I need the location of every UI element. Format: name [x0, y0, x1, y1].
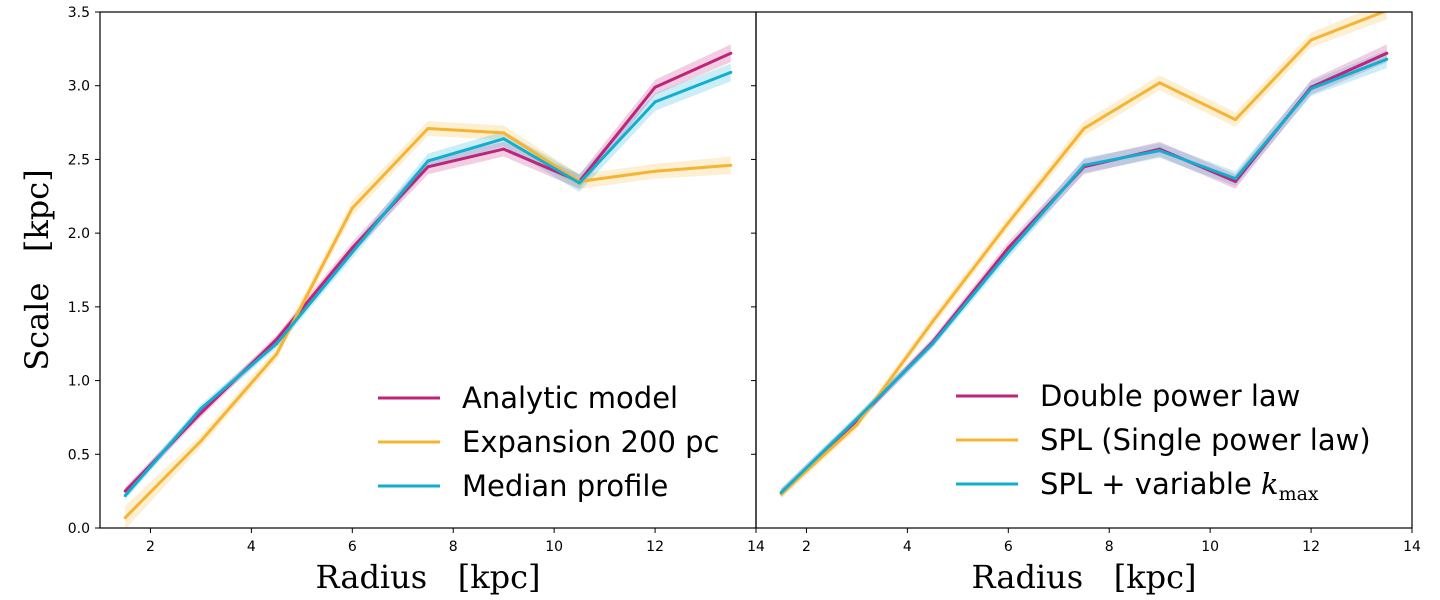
left-panel: 2 4 6 8 10 12 14 0.0 0.5 1.0 1.5 2.0 2.5 3.0 3.5 Radi… — [18, 5, 765, 596]
left-point-0-7 — [653, 85, 657, 89]
left-y-tick-label-5: 2.5 — [68, 152, 90, 168]
right-point-2-2 — [931, 342, 935, 346]
right-x-ticks: 2 4 6 8 10 12 14 — [802, 528, 1421, 555]
left-point-0-4 — [426, 165, 430, 169]
left-lines — [123, 51, 733, 520]
left-point-1-2 — [275, 352, 279, 356]
right-point-1-5 — [1158, 81, 1162, 85]
right-series-line-1 — [780, 12, 1388, 496]
right-x-tick-label-4: 10 — [1201, 539, 1219, 555]
left-legend-label-2: Median profile — [462, 469, 668, 503]
left-point-0-2 — [275, 337, 279, 341]
left-y-tick-label-2: 1.0 — [68, 374, 90, 390]
left-y-tick-label-0: 0.0 — [68, 521, 90, 537]
left-legend-label-1: Expansion 200 pc — [462, 425, 719, 459]
left-point-0-3 — [350, 246, 354, 250]
left-point-0-0 — [123, 489, 127, 493]
left-point-2-0 — [123, 494, 127, 498]
right-legend-label-0: Double power law — [1040, 379, 1300, 413]
right-point-2-0 — [779, 491, 783, 495]
right-point-2-1 — [855, 417, 859, 421]
right-point-2-5 — [1158, 149, 1162, 153]
left-y-axis-title: Scale [kpc] — [18, 169, 56, 370]
left-y-ticks: 0.0 0.5 1.0 1.5 2.0 2.5 3.0 3.5 — [68, 5, 100, 537]
left-point-1-8 — [729, 163, 733, 167]
left-x-tick-label-2: 6 — [348, 539, 357, 555]
right-y-ticks — [751, 11, 756, 529]
right-point-2-7 — [1309, 87, 1313, 91]
left-point-1-4 — [426, 127, 430, 130]
left-y-tick-label-6: 3.0 — [68, 79, 90, 95]
right-point-1-3 — [1006, 221, 1010, 225]
right-panel: 2 4 6 8 10 12 14 Radius [kpc] Double power law… — [751, 11, 1421, 596]
right-x-tick-label-0: 2 — [802, 539, 811, 555]
left-y-tick-label-4: 2.0 — [68, 226, 90, 242]
right-point-1-4 — [1082, 127, 1086, 130]
left-point-2-7 — [653, 100, 657, 104]
left-legend-label-0: Analytic model — [462, 381, 678, 415]
right-point-2-3 — [1006, 250, 1010, 254]
left-point-1-3 — [350, 206, 354, 210]
left-x-tick-label-5: 12 — [646, 539, 664, 555]
right-point-1-1 — [855, 423, 859, 427]
left-point-2-1 — [199, 407, 203, 411]
left-x-ticks: 2 4 6 8 10 12 14 — [146, 528, 765, 555]
left-point-1-0 — [123, 516, 127, 520]
left-x-tick-label-0: 2 — [146, 539, 155, 555]
left-x-axis-title: Radius [kpc] — [316, 558, 541, 596]
left-point-2-2 — [275, 342, 279, 346]
left-y-tick-label-7: 3.5 — [68, 5, 90, 21]
left-point-2-3 — [350, 250, 354, 254]
left-point-2-8 — [729, 70, 733, 74]
left-legend: Analytic model Expansion 200 pc Median pro… — [378, 381, 719, 503]
left-y-tick-label-3: 1.5 — [68, 300, 90, 316]
right-point-2-6 — [1233, 177, 1237, 181]
right-legend: Double power law SPL (Single power law) SP… — [956, 379, 1371, 505]
left-point-2-5 — [502, 137, 506, 141]
right-legend-label-2: SPL + variable kmax — [1040, 467, 1319, 505]
left-x-tick-label-3: 8 — [449, 539, 458, 555]
right-x-tick-label-6: 14 — [1403, 539, 1421, 555]
left-x-tick-label-4: 10 — [545, 539, 563, 555]
left-series-line-1 — [124, 127, 731, 519]
right-point-0-6 — [1233, 180, 1237, 183]
left-y-tick-label-1: 0.5 — [68, 447, 90, 463]
left-point-1-7 — [653, 169, 657, 173]
right-point-1-6 — [1233, 118, 1237, 122]
right-point-1-7 — [1309, 38, 1313, 42]
right-x-axis-title: Radius [kpc] — [972, 558, 1197, 596]
right-lines — [779, 12, 1389, 496]
left-point-2-4 — [426, 159, 430, 163]
right-point-0-3 — [1006, 246, 1010, 250]
right-point-0-8 — [1385, 51, 1389, 55]
left-point-0-1 — [199, 411, 203, 415]
left-point-2-6 — [577, 181, 581, 185]
right-x-tick-label-5: 12 — [1302, 539, 1320, 555]
left-x-tick-label-6: 14 — [747, 539, 765, 555]
right-x-tick-label-3: 8 — [1105, 539, 1114, 555]
left-point-0-5 — [502, 147, 506, 151]
right-x-tick-label-1: 4 — [903, 539, 912, 555]
left-point-1-5 — [502, 131, 506, 135]
left-point-1-1 — [199, 439, 203, 443]
right-point-2-4 — [1082, 163, 1086, 167]
right-point-1-2 — [931, 320, 935, 324]
right-axes-frame — [755, 11, 1413, 529]
right-point-2-8 — [1385, 57, 1389, 61]
right-legend-label-1: SPL (Single power law) — [1040, 423, 1371, 457]
left-x-tick-label-1: 4 — [247, 539, 256, 555]
right-x-tick-label-2: 6 — [1004, 539, 1013, 555]
left-point-0-8 — [729, 51, 733, 55]
